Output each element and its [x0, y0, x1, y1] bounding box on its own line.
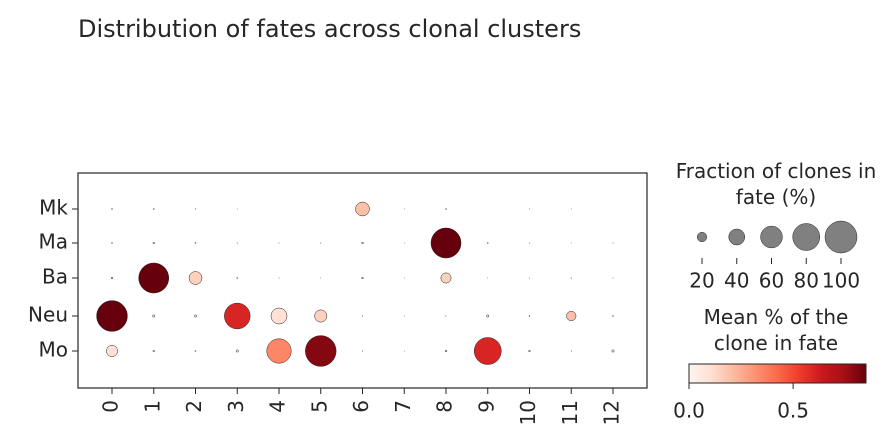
x-tick-label: 10 — [516, 400, 540, 425]
dot — [194, 242, 197, 244]
x-tick-label: 5 — [307, 400, 331, 413]
colorbar-title: Mean % of the clone in fate — [703, 305, 849, 355]
x-tick-label: 8 — [433, 400, 457, 413]
dot — [194, 208, 197, 210]
size-legend-label: 80 — [794, 269, 819, 293]
dot — [486, 242, 489, 244]
dot — [152, 349, 155, 353]
size-legend-dot — [728, 228, 746, 246]
x-tick-label: 7 — [391, 400, 415, 413]
x-tick-label: 0 — [99, 400, 123, 413]
dot — [570, 277, 572, 279]
dot — [270, 307, 288, 325]
dot — [266, 338, 292, 364]
dot — [152, 241, 155, 245]
dot — [236, 242, 238, 244]
dot — [355, 201, 370, 217]
dot — [528, 349, 531, 353]
dot — [361, 315, 364, 317]
dot — [188, 271, 203, 285]
dot — [528, 315, 531, 317]
dot — [236, 277, 239, 279]
dot — [138, 262, 170, 294]
x-tick-label: 1 — [140, 400, 164, 413]
dot — [473, 337, 502, 365]
size-legend-dot — [824, 220, 858, 254]
dot — [486, 314, 490, 318]
chart-title: Distribution of fates across clonal clus… — [78, 15, 581, 43]
colorbar — [688, 363, 867, 384]
dot — [111, 242, 113, 244]
dot — [96, 300, 128, 332]
dot — [612, 315, 614, 317]
dot — [106, 345, 118, 357]
dot — [235, 349, 239, 353]
dot — [611, 349, 615, 353]
colorbar-label: 0.0 — [673, 399, 705, 423]
y-tick-label: Ba — [42, 265, 68, 289]
dot — [440, 272, 452, 284]
dot — [152, 208, 155, 210]
dot — [445, 208, 447, 210]
size-legend-title: Fraction of clones in fate (%) — [675, 159, 877, 209]
dot — [566, 310, 577, 322]
dot — [314, 309, 328, 323]
x-tick-label: 9 — [474, 400, 498, 413]
x-tick-label: 3 — [224, 400, 248, 413]
dot — [444, 349, 448, 353]
dot — [320, 242, 322, 244]
dot — [570, 350, 572, 352]
x-tick-label: 11 — [558, 400, 582, 425]
dot — [361, 350, 364, 352]
dot — [224, 302, 251, 330]
y-tick-label: Ma — [38, 230, 68, 254]
x-tick-label: 6 — [349, 400, 373, 413]
dot — [445, 315, 447, 317]
size-legend-dot — [696, 231, 708, 243]
dot — [361, 276, 364, 280]
dot — [110, 276, 114, 280]
dot — [305, 335, 337, 367]
dot — [430, 227, 462, 259]
colorbar-label: 0.5 — [777, 399, 809, 423]
size-legend-dot — [792, 223, 821, 251]
dot — [361, 241, 364, 245]
x-tick-label: 4 — [266, 400, 290, 413]
size-legend-label: 40 — [724, 269, 749, 293]
size-legend-label: 60 — [759, 269, 784, 293]
size-legend-label: 100 — [822, 269, 860, 293]
y-tick-label: Mo — [39, 338, 69, 362]
dot — [194, 314, 197, 318]
y-tick-label: Mk — [39, 196, 68, 220]
dot — [194, 350, 197, 352]
size-legend-label: 20 — [689, 269, 714, 293]
size-legend-dot — [760, 225, 783, 249]
dot — [152, 314, 156, 318]
x-tick-label: 12 — [600, 400, 624, 425]
y-tick-label: Neu — [28, 303, 68, 327]
dot — [111, 208, 113, 210]
x-tick-label: 2 — [182, 400, 206, 413]
